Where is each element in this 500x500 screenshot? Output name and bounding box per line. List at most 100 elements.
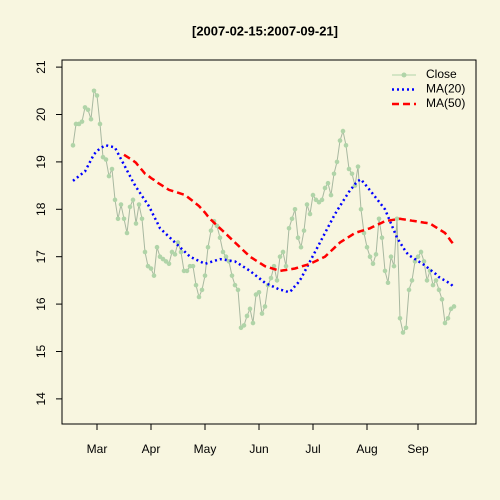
y-tick-label: 14 <box>34 392 48 406</box>
data-point <box>127 204 133 210</box>
y-tick-label: 20 <box>34 108 48 122</box>
data-point <box>433 278 439 283</box>
data-point <box>397 316 403 321</box>
data-point <box>166 261 172 267</box>
data-point <box>109 166 115 172</box>
data-point <box>139 216 145 222</box>
data-point <box>202 273 208 278</box>
data-point <box>298 244 304 250</box>
data-point <box>292 206 298 212</box>
x-tick-label: Sep <box>407 442 429 456</box>
data-point <box>79 119 85 124</box>
data-point <box>406 287 412 293</box>
y-tick-label: 17 <box>34 250 48 264</box>
data-point <box>193 282 199 288</box>
data-point <box>319 197 325 203</box>
data-point <box>142 249 148 255</box>
data-point <box>310 192 316 198</box>
data-point <box>130 197 136 203</box>
data-point <box>133 221 139 226</box>
data-point <box>151 273 157 278</box>
data-point <box>289 216 295 222</box>
y-tick-label: 19 <box>34 155 48 169</box>
data-point <box>250 320 256 326</box>
data-point <box>307 211 313 217</box>
data-point <box>229 273 235 278</box>
data-point <box>304 202 310 207</box>
data-point <box>241 323 247 328</box>
data-point <box>277 254 283 259</box>
data-point <box>355 164 361 169</box>
y-tick-label: 16 <box>34 297 48 311</box>
data-point <box>244 313 250 319</box>
data-point <box>271 263 277 269</box>
data-point <box>259 311 265 316</box>
data-point <box>124 230 130 236</box>
data-point <box>412 259 418 264</box>
x-tick-label: May <box>194 442 217 456</box>
data-point <box>391 263 397 269</box>
data-point <box>85 107 91 113</box>
y-tick-label: 15 <box>34 344 48 358</box>
data-point <box>262 304 268 309</box>
plot-frame <box>61 59 477 425</box>
data-point <box>115 216 121 222</box>
data-point <box>430 282 436 288</box>
data-point <box>442 320 448 326</box>
data-point <box>286 225 292 231</box>
data-point <box>121 216 127 222</box>
data-point <box>178 249 184 255</box>
data-point <box>154 244 160 250</box>
data-point <box>184 268 190 274</box>
data-point <box>445 316 451 321</box>
data-point <box>403 325 409 331</box>
data-point <box>136 202 142 207</box>
legend-label: MA(50) <box>426 96 465 110</box>
data-point <box>346 166 352 172</box>
data-point <box>220 249 226 255</box>
y-tick-label: 21 <box>34 60 48 74</box>
data-point <box>328 192 334 198</box>
data-point <box>373 252 379 257</box>
x-tick-label: Jul <box>305 442 320 456</box>
legend-marker <box>401 72 407 78</box>
data-point <box>94 93 100 98</box>
data-point <box>148 266 154 271</box>
data-point <box>217 235 223 241</box>
data-point <box>223 254 229 259</box>
data-point <box>205 244 211 250</box>
data-point <box>439 297 445 302</box>
data-point <box>418 249 424 255</box>
data-point <box>376 216 382 222</box>
x-tick-label: Mar <box>87 442 108 456</box>
data-point <box>103 157 109 162</box>
data-point <box>247 306 253 312</box>
data-point <box>382 268 388 274</box>
data-point <box>337 138 343 143</box>
data-point <box>235 287 241 293</box>
data-point <box>436 287 442 293</box>
data-point <box>400 330 406 335</box>
data-point <box>370 261 376 267</box>
data-point <box>367 254 373 259</box>
data-point <box>424 278 430 283</box>
data-point <box>349 171 355 177</box>
data-point <box>196 294 202 300</box>
data-point <box>214 223 220 229</box>
data-point <box>325 180 331 186</box>
data-point <box>415 254 421 259</box>
data-point <box>190 263 196 269</box>
data-point <box>343 143 349 148</box>
data-point <box>301 228 307 233</box>
data-point <box>199 287 205 293</box>
data-point <box>364 244 370 250</box>
data-point <box>451 304 457 309</box>
data-point <box>421 259 427 264</box>
data-point <box>334 159 340 165</box>
data-point <box>295 235 301 241</box>
x-tick-label: Apr <box>142 442 161 456</box>
data-point <box>232 282 238 288</box>
data-point <box>91 88 97 94</box>
